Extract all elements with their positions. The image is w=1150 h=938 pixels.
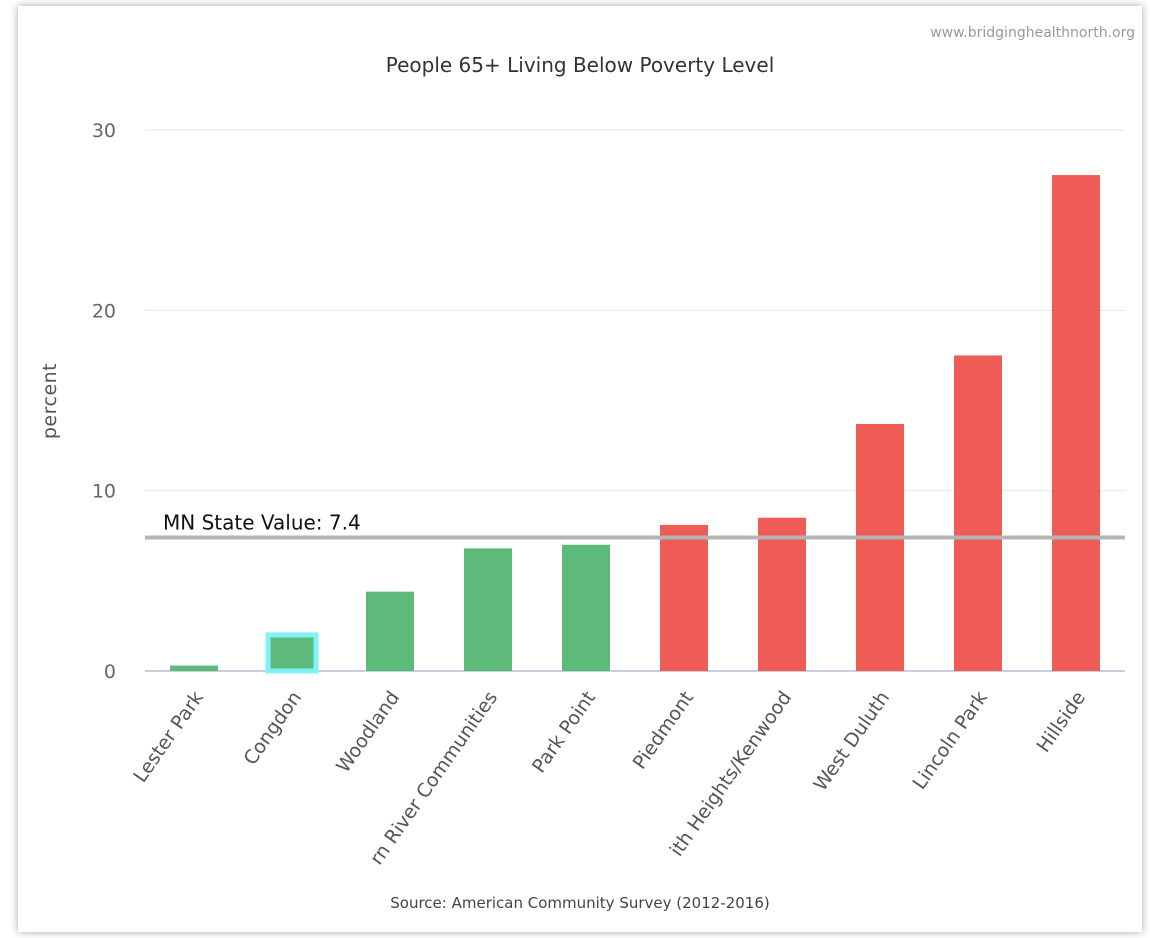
- y-tick-label: 30: [92, 120, 116, 142]
- x-tick-label: Lincoln Park: [908, 687, 992, 793]
- y-tick-label: 20: [92, 300, 116, 322]
- bar-west-duluth[interactable]: [856, 423, 904, 671]
- bar-park-point[interactable]: [562, 544, 610, 671]
- bar-piedmont[interactable]: [660, 524, 708, 671]
- reference-line-group: MN State Value: 7.4: [145, 511, 1125, 540]
- bar-ith-heights-kenwood[interactable]: [758, 517, 806, 671]
- x-tick-label: Lester Park: [129, 687, 208, 786]
- y-axis-ticks: 0 10 20 30: [92, 120, 116, 683]
- y-tick-label: 10: [92, 481, 116, 503]
- x-tick-label: Woodland: [332, 687, 404, 777]
- x-tick-label: West Duluth: [809, 687, 894, 795]
- chart-title: People 65+ Living Below Poverty Level: [386, 53, 775, 77]
- state-value-label: MN State Value: 7.4: [163, 511, 361, 535]
- y-axis-title: percent: [39, 363, 61, 439]
- x-tick-label: Congdon: [239, 687, 306, 769]
- x-tick-label: Hillside: [1032, 687, 1090, 756]
- credit-link[interactable]: www.bridginghealthnorth.org: [930, 25, 1135, 41]
- y-tick-label: 0: [104, 661, 116, 683]
- x-tick-label: Park Point: [528, 687, 600, 777]
- source-note: Source: American Community Survey (2012-…: [390, 894, 769, 912]
- bar-lester-park[interactable]: [170, 665, 218, 671]
- x-tick-label: Piedmont: [629, 687, 698, 773]
- bar-rn-river-communities[interactable]: [464, 548, 512, 671]
- bar-hillside[interactable]: [1052, 175, 1100, 672]
- bar-congdon[interactable]: [265, 632, 319, 674]
- bars: [170, 175, 1100, 674]
- bar-woodland[interactable]: [366, 591, 414, 671]
- bar-lincoln-park[interactable]: [954, 355, 1002, 671]
